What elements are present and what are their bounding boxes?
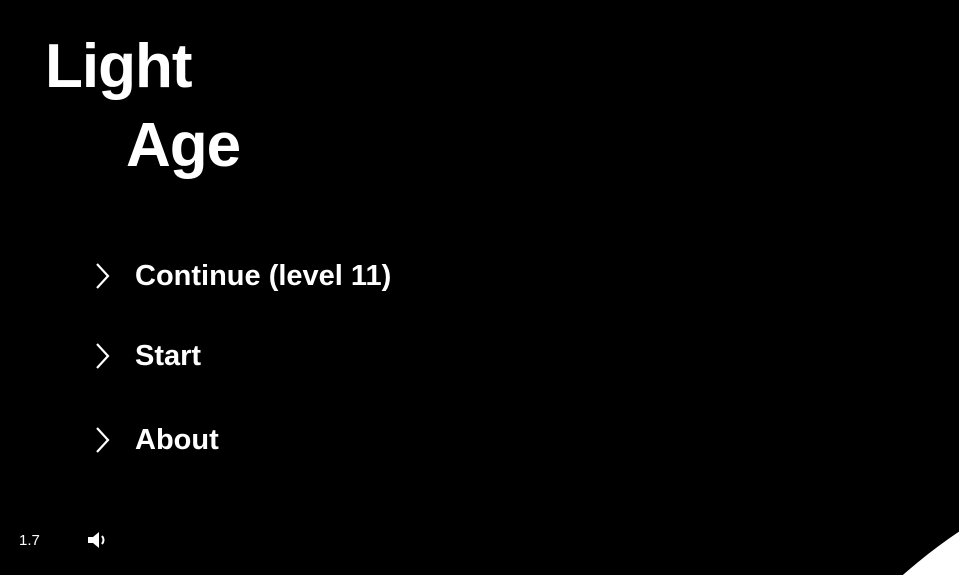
speaker-icon[interactable] [86,529,110,551]
chevron-right-icon [96,343,110,369]
start-button[interactable]: Start [93,336,201,376]
version-label: 1.7 [19,532,40,549]
game-title-line-1: Light [45,32,192,101]
about-label: About [135,423,219,456]
start-label: Start [135,339,202,372]
chevron-right-icon [96,427,110,453]
about-button[interactable]: About [93,420,219,460]
chevron-right-icon [96,263,110,289]
game-title-line-2: Age [126,111,241,180]
continue-label: Continue (level 11) [135,259,392,292]
continue-button[interactable]: Continue (level 11) [93,256,391,296]
